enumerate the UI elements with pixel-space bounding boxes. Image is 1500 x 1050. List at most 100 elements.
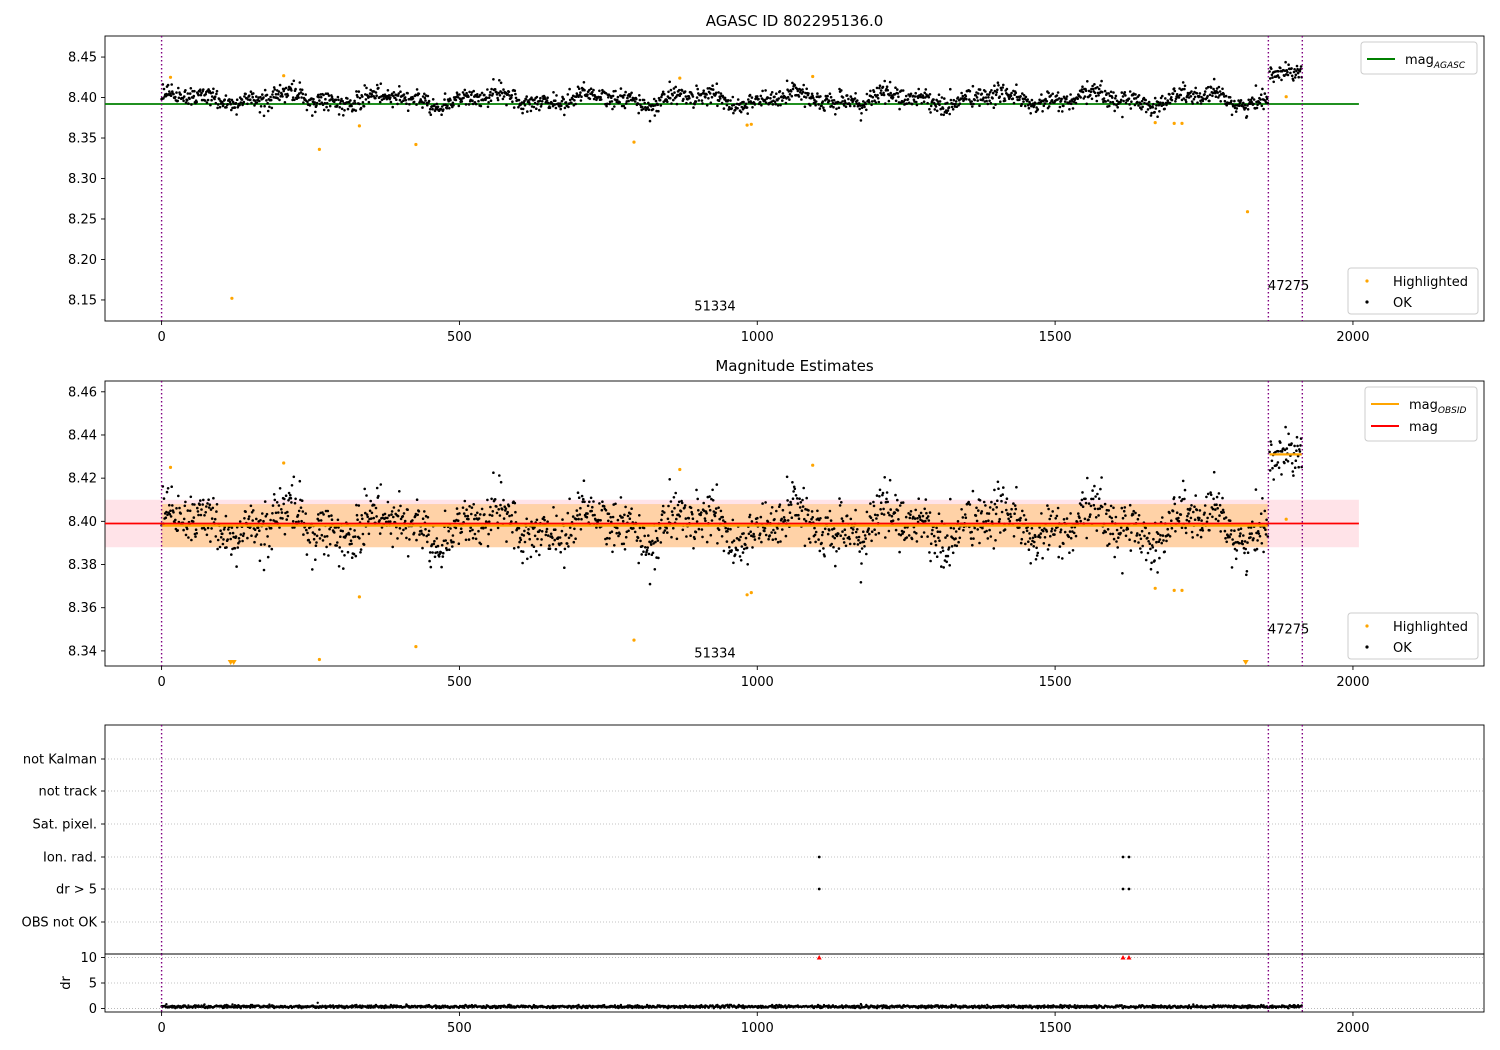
ok-point — [1256, 103, 1259, 106]
ok-point — [389, 100, 393, 104]
ok-point — [396, 102, 399, 106]
legend-line-subscript: OBSID — [1438, 406, 1467, 416]
ok-point — [1058, 545, 1062, 548]
ok-point — [330, 518, 334, 521]
x-tick-label: 1500 — [1039, 330, 1072, 345]
ok-point — [943, 97, 946, 100]
ok-point — [1280, 450, 1284, 453]
ok-point — [563, 566, 566, 569]
ok-point — [1006, 513, 1010, 516]
ok-point — [723, 96, 727, 100]
flag-category-label: OBS not OK — [22, 916, 98, 931]
ok-point — [1040, 93, 1043, 96]
ok-point — [616, 526, 619, 530]
ok-point — [721, 515, 724, 519]
ok-point — [998, 517, 1001, 521]
ok-point — [364, 98, 368, 101]
ok-point — [1196, 101, 1199, 104]
ok-point — [685, 101, 688, 105]
ok-point — [218, 545, 222, 549]
ok-point — [216, 547, 219, 551]
ok-point — [1110, 516, 1113, 520]
ok-point — [649, 541, 652, 544]
ok-point — [546, 534, 550, 537]
ok-point — [680, 501, 684, 505]
ok-point — [517, 545, 520, 549]
ok-point — [259, 519, 262, 522]
ok-point — [640, 553, 643, 556]
ok-point — [196, 506, 199, 510]
ok-point — [399, 504, 402, 508]
ok-point — [679, 510, 683, 513]
ok-point — [832, 105, 835, 109]
ok-point — [740, 545, 744, 548]
ok-point — [583, 500, 586, 504]
ok-point — [1193, 505, 1196, 509]
ok-point — [184, 500, 187, 504]
ok-point — [208, 503, 212, 507]
ok-point — [446, 542, 449, 545]
ok-point — [1170, 96, 1173, 99]
ok-point — [1031, 536, 1035, 540]
ok-point — [964, 516, 968, 519]
ok-point — [876, 93, 879, 97]
ok-point — [538, 529, 542, 532]
ok-point — [901, 501, 905, 504]
ok-point — [221, 542, 225, 546]
ok-point — [460, 100, 464, 103]
ok-point — [826, 532, 830, 536]
ok-point — [510, 96, 513, 99]
ok-point — [1174, 97, 1178, 101]
ok-point — [896, 92, 900, 95]
ok-point — [206, 502, 209, 505]
ok-point — [1128, 90, 1132, 93]
dr-point — [728, 1006, 731, 1009]
ok-point — [375, 515, 378, 518]
ok-point — [1256, 530, 1260, 533]
ok-point — [803, 544, 807, 548]
ok-point — [856, 99, 859, 102]
ok-point — [1013, 504, 1017, 507]
ok-point — [611, 107, 614, 111]
ok-point — [639, 539, 642, 543]
ok-point — [837, 547, 841, 550]
ok-point — [1072, 531, 1076, 535]
ok-point — [929, 559, 932, 563]
ok-point — [618, 532, 621, 536]
ok-point — [1069, 93, 1072, 96]
ok-point — [842, 104, 846, 107]
ok-point — [1112, 91, 1115, 94]
ok-point — [672, 87, 676, 90]
ok-point — [223, 98, 226, 101]
ok-point — [770, 531, 773, 534]
ok-point — [1270, 459, 1274, 463]
ok-point — [599, 519, 602, 522]
ok-point — [392, 506, 396, 509]
ok-point — [773, 95, 776, 99]
ok-point — [282, 502, 286, 506]
ok-point — [1264, 533, 1268, 536]
ok-point — [984, 504, 987, 507]
ok-point — [571, 97, 574, 101]
ok-point — [224, 514, 228, 518]
ok-point — [651, 108, 655, 111]
highlighted-point — [414, 645, 418, 649]
ok-point — [585, 515, 589, 519]
ok-point — [280, 93, 284, 96]
ok-point — [374, 91, 378, 94]
ok-point — [1252, 537, 1255, 540]
ok-point — [557, 102, 560, 105]
ok-point — [423, 510, 426, 513]
ok-point — [633, 530, 637, 534]
ok-point — [514, 92, 517, 96]
ok-point — [416, 513, 420, 517]
ok-point — [820, 541, 823, 545]
ok-point — [786, 499, 789, 502]
ok-point — [872, 90, 876, 93]
ok-point — [230, 526, 234, 529]
ok-point — [751, 546, 754, 549]
ok-point — [169, 509, 172, 513]
ok-point — [989, 535, 993, 538]
ok-point — [651, 551, 655, 555]
